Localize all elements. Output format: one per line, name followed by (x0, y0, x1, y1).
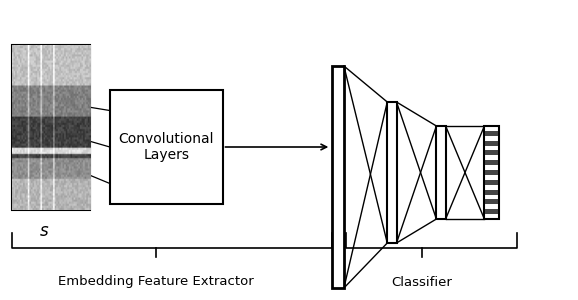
Text: Embedding Feature Extractor: Embedding Feature Extractor (58, 275, 254, 289)
Bar (332, 66, 344, 288)
Bar (485, 190, 498, 194)
Bar (110, 90, 223, 204)
Bar (485, 160, 498, 165)
Text: $s$: $s$ (39, 222, 50, 240)
Bar (485, 170, 498, 175)
Bar (387, 102, 397, 243)
Bar (484, 126, 499, 219)
Bar (485, 141, 498, 146)
Text: Convolutional
Layers: Convolutional Layers (118, 132, 214, 162)
Bar (12, 45, 90, 210)
Bar (485, 209, 498, 214)
Bar (485, 200, 498, 204)
Bar (485, 180, 498, 185)
Bar (436, 126, 446, 219)
Bar (39, 102, 58, 162)
Bar (485, 131, 498, 136)
Bar (485, 151, 498, 155)
Text: Classifier: Classifier (391, 275, 453, 289)
